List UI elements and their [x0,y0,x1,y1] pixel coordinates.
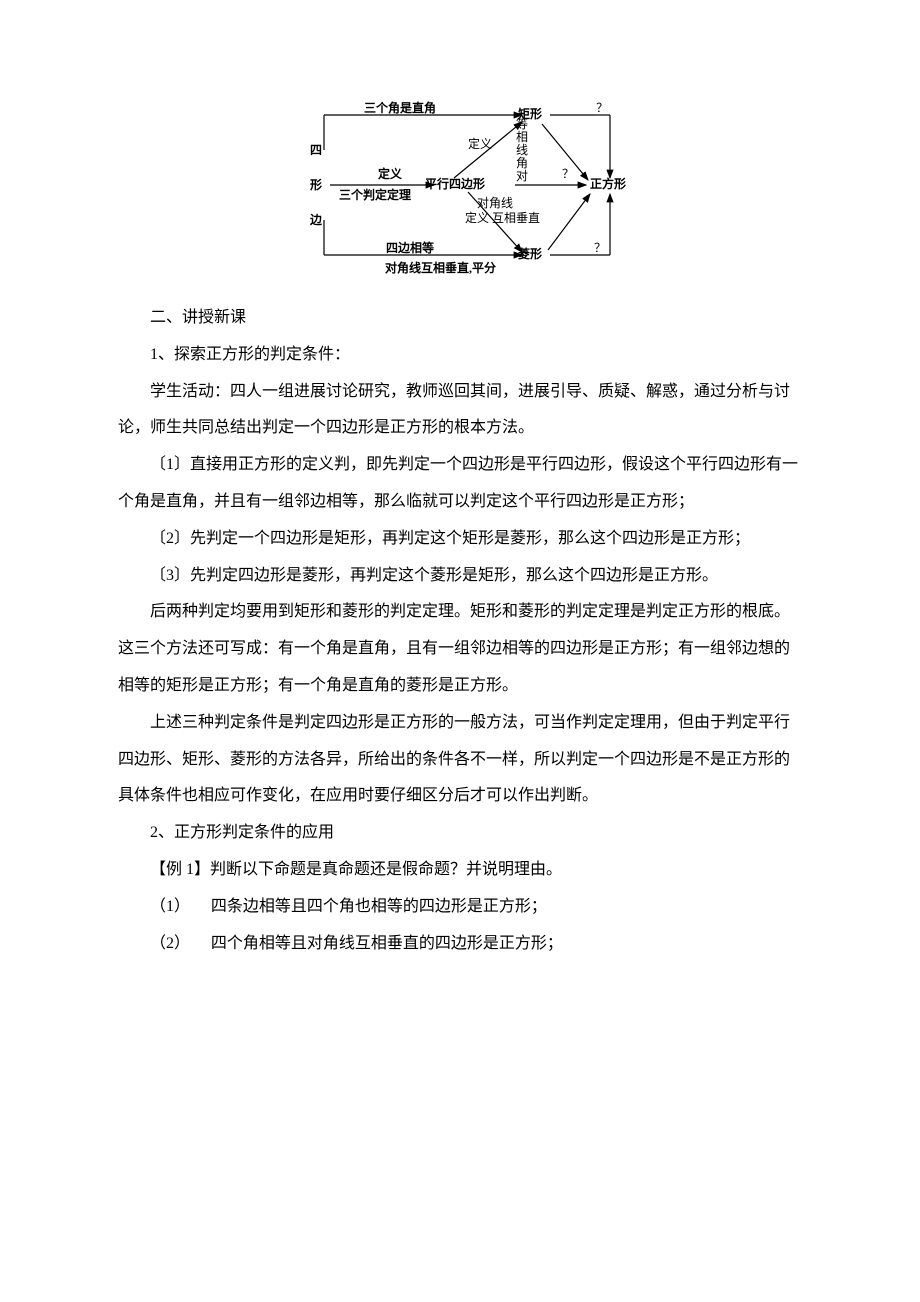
item-1-text: 四条边相等且四个角也相等的四边形是正方形； [211,898,547,915]
item-1-number: （1） [150,898,190,915]
svg-text:定义: 定义 [468,136,492,151]
svg-text:相: 相 [516,130,528,144]
example-1-item-1: （1） 四条边相等且四个角也相等的四边形是正方形； [118,889,802,926]
svg-text:三个角是直角: 三个角是直角 [364,100,436,115]
svg-text:角: 角 [516,156,528,170]
svg-text:三个判定定理: 三个判定定理 [339,187,411,202]
document-page: 四形边等相线角对平行四边形矩形菱形正方形？？？三个角是直角定义定义三个判定定理对… [0,0,920,1062]
item-2-text: 四个角相等且对角线互相垂直的四边形是正方形； [211,935,563,952]
subsection-1: 1、探索正方形的判定条件： [118,337,802,374]
svg-text:边: 边 [309,212,323,227]
paragraph-method-3: 〔3〕先判定四边形是菱形，再判定这个菱形是矩形，那么这个四边形是正方形。 [118,558,802,595]
svg-text:菱形: 菱形 [518,246,542,261]
svg-text:对角线互相垂直,平分: 对角线互相垂直,平分 [385,260,496,275]
svg-text:？: ？ [562,167,574,181]
svg-text:四: 四 [310,143,322,157]
item-2-number: （2） [150,935,190,952]
example-1-heading: 【例 1】判断以下命题是真命题还是假命题？并说明理由。 [118,852,802,889]
quadrilateral-diagram: 四形边等相线角对平行四边形矩形菱形正方形？？？三个角是直角定义定义三个判定定理对… [290,90,630,290]
svg-text:定义 互相垂直: 定义 互相垂直 [465,210,540,225]
svg-text:四边相等: 四边相等 [386,240,434,255]
svg-text:形: 形 [310,178,322,192]
svg-text:对: 对 [516,169,528,183]
svg-text:线: 线 [516,143,528,157]
paragraph-summary-2: 上述三种判定条件是判定四边形是正方形的一般方法，可当作判定定理用，但由于判定平行… [118,705,802,815]
svg-text:？: ？ [594,241,606,255]
paragraph-method-1: 〔1〕直接用正方形的定义判，即先判定一个四边形是平行四边形，假设这个平行四边形有… [118,447,802,521]
subsection-2: 2、正方形判定条件的应用 [118,815,802,852]
section-heading-2: 二、讲授新课 [118,300,802,337]
paragraph-method-2: 〔2〕先判定一个四边形是矩形，再判定这个矩形是菱形，那么这个四边形是正方形； [118,521,802,558]
paragraph-activity: 学生活动：四人一组进展讨论研究，教师巡回其间，进展引导、质疑、解惑，通过分析与讨… [118,374,802,448]
svg-text:？: ？ [596,101,608,115]
example-1-item-2: （2） 四个角相等且对角线互相垂直的四边形是正方形； [118,926,802,963]
svg-text:定义: 定义 [378,166,403,181]
svg-text:对角线: 对角线 [477,196,513,210]
svg-text:正方形: 正方形 [590,176,626,191]
svg-text:平行四边形: 平行四边形 [425,176,485,191]
svg-text:矩形: 矩形 [517,106,542,121]
paragraph-summary-1: 后两种判定均要用到矩形和菱形的判定定理。矩形和菱形的判定定理是判定正方形的根底。… [118,594,802,704]
